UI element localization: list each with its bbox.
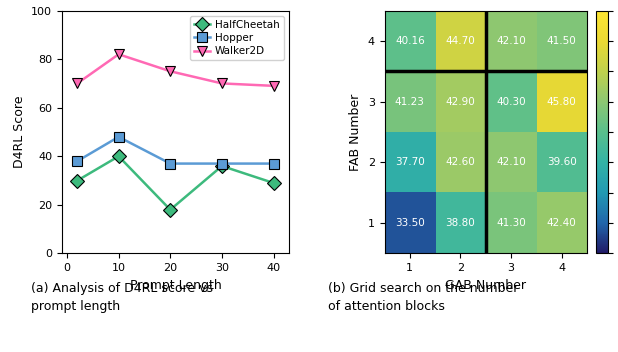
Text: 42.10: 42.10 xyxy=(496,157,526,167)
Hopper xyxy=(115,135,122,139)
Text: (b) Grid search on the number
of attention blocks: (b) Grid search on the number of attenti… xyxy=(328,282,518,313)
Text: 40.16: 40.16 xyxy=(395,36,425,46)
Text: (a) Analysis of D4RL score vs
prompt length: (a) Analysis of D4RL score vs prompt len… xyxy=(31,282,213,313)
HalfCheetah xyxy=(270,181,277,185)
Text: 44.70: 44.70 xyxy=(446,36,475,46)
HalfCheetah xyxy=(167,208,174,212)
Text: 33.50: 33.50 xyxy=(395,218,425,228)
Text: 42.40: 42.40 xyxy=(547,218,577,228)
HalfCheetah xyxy=(74,178,81,183)
Walker2D xyxy=(74,81,81,86)
X-axis label: GAB Number: GAB Number xyxy=(445,279,526,292)
Text: 40.30: 40.30 xyxy=(496,97,526,107)
Legend: HalfCheetah, Hopper, Walker2D: HalfCheetah, Hopper, Walker2D xyxy=(190,16,284,60)
Text: 42.90: 42.90 xyxy=(446,97,475,107)
Hopper xyxy=(270,162,277,166)
Text: 42.60: 42.60 xyxy=(446,157,475,167)
HalfCheetah xyxy=(115,154,122,158)
Text: 41.30: 41.30 xyxy=(496,218,526,228)
Walker2D xyxy=(270,84,277,88)
Text: 41.23: 41.23 xyxy=(395,97,425,107)
Y-axis label: FAB Number: FAB Number xyxy=(349,93,362,171)
X-axis label: Prompt Length: Prompt Length xyxy=(130,279,221,292)
Y-axis label: D4RL Score: D4RL Score xyxy=(12,96,25,168)
Text: 41.50: 41.50 xyxy=(547,36,577,46)
Line: HalfCheetah: HalfCheetah xyxy=(72,151,279,215)
Text: 38.80: 38.80 xyxy=(446,218,475,228)
Walker2D xyxy=(167,69,174,73)
Hopper xyxy=(74,159,81,163)
Walker2D xyxy=(115,52,122,56)
Hopper xyxy=(218,162,226,166)
Walker2D xyxy=(218,81,226,86)
Line: Hopper: Hopper xyxy=(72,132,279,169)
HalfCheetah xyxy=(218,164,226,168)
Hopper xyxy=(167,162,174,166)
Text: 45.80: 45.80 xyxy=(547,97,577,107)
Text: 42.10: 42.10 xyxy=(496,36,526,46)
Text: 37.70: 37.70 xyxy=(395,157,425,167)
Text: 39.60: 39.60 xyxy=(547,157,577,167)
Line: Walker2D: Walker2D xyxy=(72,49,279,91)
